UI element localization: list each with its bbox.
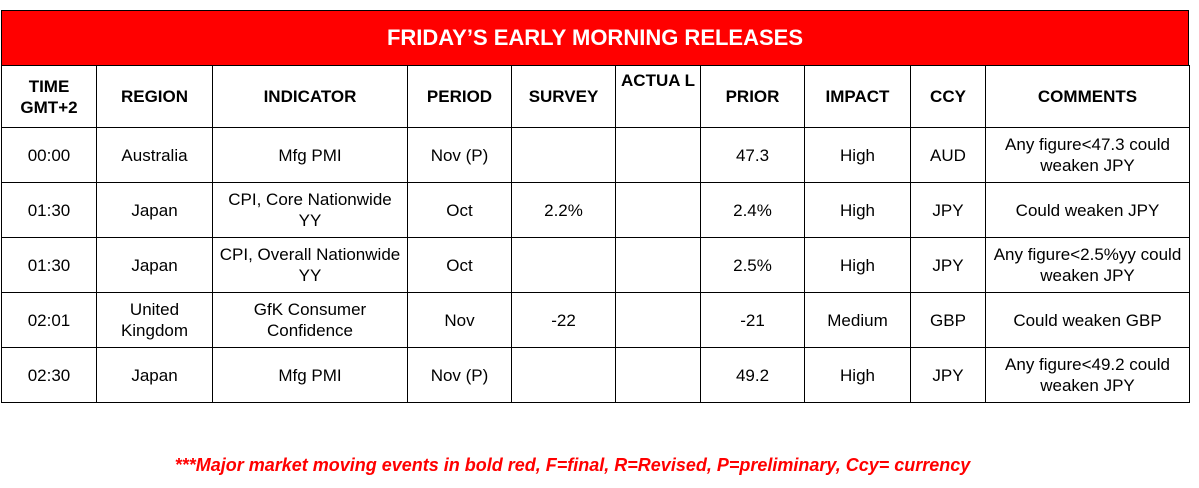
cell-time: 01:30	[1, 237, 97, 293]
table-row: 01:30 Japan CPI, Core Nationwide YY Oct …	[1, 182, 1190, 238]
cell-prior: 2.5%	[700, 237, 805, 293]
header-period: PERIOD	[407, 65, 512, 128]
cell-impact: High	[804, 182, 911, 238]
cell-actual	[615, 347, 701, 403]
cell-indicator: Mfg PMI	[212, 347, 408, 403]
header-survey: SURVEY	[511, 65, 616, 128]
header-comments: COMMENTS	[985, 65, 1190, 128]
cell-ccy: JPY	[910, 182, 986, 238]
cell-survey: 2.2%	[511, 182, 616, 238]
cell-survey	[511, 127, 616, 183]
releases-panel: FRIDAY’S EARLY MORNING RELEASES TIME GMT…	[1, 10, 1190, 403]
cell-region: Australia	[96, 127, 213, 183]
table-row: 02:01 United Kingdom GfK Consumer Confid…	[1, 292, 1190, 348]
footnote: ***Major market moving events in bold re…	[174, 455, 971, 475]
cell-prior: 2.4%	[700, 182, 805, 238]
cell-impact: Medium	[804, 292, 911, 348]
cell-indicator: CPI, Core Nationwide YY	[212, 182, 408, 238]
cell-period: Nov (P)	[407, 127, 512, 183]
cell-prior: 47.3	[700, 127, 805, 183]
cell-survey: -22	[511, 292, 616, 348]
cell-comments: Any figure<47.3 could weaken JPY	[985, 127, 1190, 183]
cell-comments: Any figure<49.2 could weaken JPY	[985, 347, 1190, 403]
cell-actual	[615, 292, 701, 348]
cell-impact: High	[804, 347, 911, 403]
cell-period: Nov (P)	[407, 347, 512, 403]
table-row: 00:00 Australia Mfg PMI Nov (P) 47.3 Hig…	[1, 127, 1190, 183]
cell-impact: High	[804, 127, 911, 183]
cell-indicator: CPI, Overall Nationwide YY	[212, 237, 408, 293]
cell-region: Japan	[96, 182, 213, 238]
cell-actual	[615, 237, 701, 293]
cell-comments: Could weaken JPY	[985, 182, 1190, 238]
cell-comments: Any figure<2.5%yy could weaken JPY	[985, 237, 1190, 293]
header-indicator: INDICATOR	[212, 65, 408, 128]
cell-time: 01:30	[1, 182, 97, 238]
cell-time: 02:01	[1, 292, 97, 348]
cell-survey	[511, 347, 616, 403]
cell-actual	[615, 182, 701, 238]
cell-period: Oct	[407, 237, 512, 293]
cell-prior: 49.2	[700, 347, 805, 403]
table-row: 01:30 Japan CPI, Overall Nationwide YY O…	[1, 237, 1190, 293]
banner-title: FRIDAY’S EARLY MORNING RELEASES	[1, 10, 1189, 65]
cell-prior: -21	[700, 292, 805, 348]
header-region: REGION	[96, 65, 213, 128]
cell-ccy: AUD	[910, 127, 986, 183]
cell-time: 00:00	[1, 127, 97, 183]
cell-indicator: GfK Consumer Confidence	[212, 292, 408, 348]
table-row: 02:30 Japan Mfg PMI Nov (P) 49.2 High JP…	[1, 347, 1190, 403]
cell-impact: High	[804, 237, 911, 293]
cell-ccy: GBP	[910, 292, 986, 348]
cell-indicator: Mfg PMI	[212, 127, 408, 183]
cell-period: Nov	[407, 292, 512, 348]
header-prior: PRIOR	[700, 65, 805, 128]
header-row: TIME GMT+2 REGION INDICATOR PERIOD SURVE…	[1, 65, 1190, 128]
cell-time: 02:30	[1, 347, 97, 403]
cell-region: Japan	[96, 237, 213, 293]
cell-period: Oct	[407, 182, 512, 238]
header-ccy: CCY	[910, 65, 986, 128]
cell-region: United Kingdom	[96, 292, 213, 348]
cell-actual	[615, 127, 701, 183]
header-actual: ACTUA L	[615, 65, 701, 128]
cell-comments: Could weaken GBP	[985, 292, 1190, 348]
header-time: TIME GMT+2	[1, 65, 97, 128]
cell-ccy: JPY	[910, 347, 986, 403]
cell-survey	[511, 237, 616, 293]
releases-table: TIME GMT+2 REGION INDICATOR PERIOD SURVE…	[1, 65, 1190, 403]
header-impact: IMPACT	[804, 65, 911, 128]
cell-ccy: JPY	[910, 237, 986, 293]
cell-region: Japan	[96, 347, 213, 403]
